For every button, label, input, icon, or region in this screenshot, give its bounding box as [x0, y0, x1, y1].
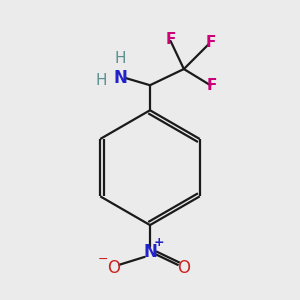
Text: F: F: [207, 78, 217, 93]
Text: N: N: [114, 69, 128, 87]
Text: F: F: [165, 32, 176, 47]
Text: +: +: [154, 236, 164, 249]
Text: −: −: [98, 252, 108, 266]
Text: F: F: [205, 35, 215, 50]
Text: O: O: [107, 259, 120, 277]
Text: O: O: [177, 259, 190, 277]
Text: N: N: [143, 243, 157, 261]
Text: H: H: [115, 51, 126, 66]
Text: H: H: [96, 73, 107, 88]
